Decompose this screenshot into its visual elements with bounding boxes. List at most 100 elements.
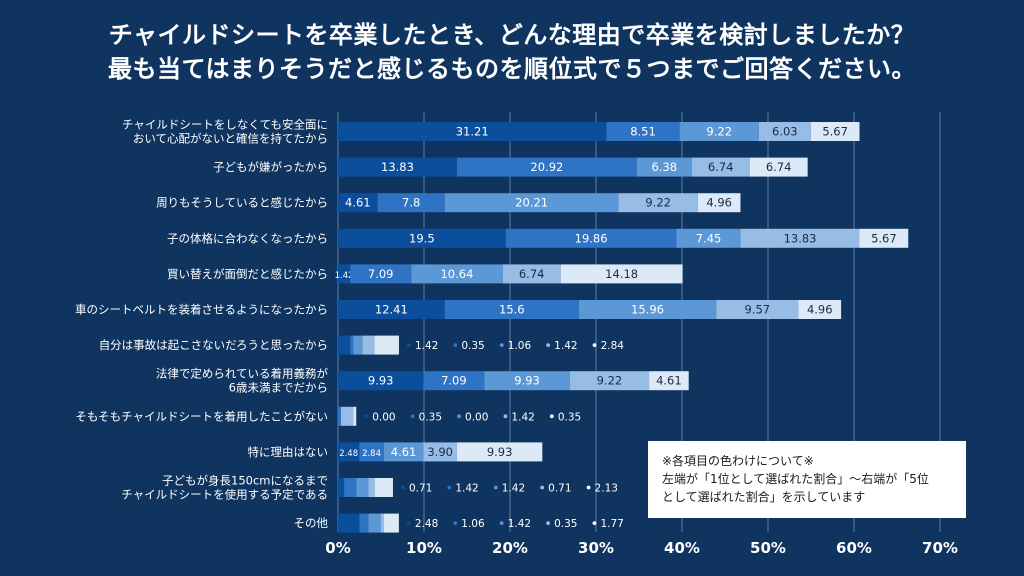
bar-segment — [444, 300, 579, 319]
bar-segment — [484, 371, 570, 391]
x-tick-label: 10% — [406, 539, 442, 557]
data-label-bullet — [503, 414, 508, 419]
data-label-bullet — [549, 414, 554, 419]
data-label: 2.48 — [339, 449, 358, 459]
data-label: 4.61 — [656, 374, 682, 388]
category-label: そもそもチャイルドシートを着用したことがない — [75, 409, 328, 423]
data-label: 1.06 — [508, 340, 532, 352]
category-label: チャイルドシートを使用する予定である — [121, 488, 328, 502]
data-label-bullet — [447, 485, 452, 490]
category-label: 子どもが嫌がったから — [213, 160, 328, 174]
data-label: 9.93 — [487, 445, 513, 459]
data-label-bullet — [410, 414, 415, 419]
data-label: 6.74 — [519, 267, 545, 281]
bar-segment — [338, 157, 457, 177]
x-tick-label: 60% — [836, 539, 872, 557]
bar-segment — [636, 157, 692, 177]
bar-segment — [456, 157, 637, 177]
data-label: 7.45 — [696, 231, 722, 245]
data-label: 6.74 — [708, 160, 734, 174]
bar-segment — [338, 122, 607, 141]
data-label: 7.09 — [368, 267, 394, 281]
bar-segment — [350, 335, 354, 355]
category-label: 買い替えが面倒だと感じたから — [167, 267, 328, 281]
bar-segment — [502, 264, 561, 284]
bar-segment — [716, 300, 799, 319]
data-label-bullet — [546, 521, 550, 525]
data-label: 1.06 — [461, 518, 485, 530]
data-label-bullet — [493, 485, 498, 490]
bar-segment — [338, 442, 360, 462]
bar-segment — [444, 193, 619, 213]
data-label-bullet — [499, 521, 504, 525]
category-label: 車のシートベルトを装着させるようになったから — [75, 303, 328, 317]
data-label-bullet — [406, 521, 411, 525]
data-label: 9.22 — [597, 374, 623, 388]
category-label: 子の体格に合わなくなったから — [167, 231, 328, 245]
data-label: 4.61 — [345, 196, 371, 210]
bar-segment — [338, 264, 351, 284]
bar-segment — [350, 264, 412, 284]
data-label: 1.42 — [508, 518, 531, 530]
bar-segment — [338, 228, 506, 248]
bar-segment — [338, 335, 351, 355]
category-label: チャイルドシートをしなくても安全面に — [122, 118, 328, 132]
data-label-bullet — [540, 485, 545, 490]
x-tick-label: 40% — [664, 539, 700, 557]
bar-segment — [359, 442, 384, 462]
data-label: 1.42 — [511, 411, 534, 423]
bar-segment — [338, 300, 445, 319]
category-label: 6歳未満までだから — [229, 381, 328, 395]
note-line-1: ※各項目の色わけについて※ — [662, 454, 814, 468]
bar-segment — [749, 157, 808, 177]
bar-segment — [341, 406, 354, 426]
data-label: 13.83 — [784, 231, 817, 245]
data-label-bullet — [546, 343, 551, 347]
category-label: 子どもが身長150cmになるまで — [162, 474, 328, 488]
data-label: 0.00 — [465, 411, 488, 423]
data-label: 2.84 — [601, 340, 625, 352]
bar-segment — [353, 406, 357, 426]
data-label: 3.90 — [427, 445, 453, 459]
bar-segment — [810, 122, 860, 141]
data-label: 15.6 — [499, 303, 525, 317]
bar-segment — [411, 264, 503, 284]
bar-segment — [338, 406, 342, 426]
bar-segment — [618, 193, 698, 213]
data-label: 0.71 — [548, 483, 571, 495]
bar-segment — [649, 371, 689, 391]
data-label: 6.03 — [772, 125, 798, 139]
data-label: 5.67 — [822, 125, 848, 139]
bar-segment — [740, 228, 860, 248]
data-label-bullet — [592, 521, 597, 525]
data-label-bullet — [586, 485, 591, 490]
data-label-bullet — [453, 343, 458, 347]
data-label: 14.18 — [605, 267, 638, 281]
x-tick-label: 50% — [750, 539, 786, 557]
bar-segment — [859, 228, 909, 248]
data-label: 9.93 — [368, 374, 394, 388]
data-label: 9.57 — [744, 303, 770, 317]
x-tick-label: 30% — [578, 539, 614, 557]
data-label: 9.22 — [645, 196, 671, 210]
bar-segment — [359, 513, 369, 533]
data-label: 31.21 — [456, 125, 489, 139]
bar-segment — [697, 193, 741, 213]
category-label: おいて心配がないと確信を持てたから — [133, 132, 328, 146]
data-label: 13.83 — [381, 160, 414, 174]
data-label-bullet — [401, 485, 405, 490]
note-line-3: として選ばれた割合」を示しています — [662, 490, 866, 504]
data-label: 2.84 — [362, 449, 381, 459]
color-legend-note: ※各項目の色わけについて※ 左端が「1位として選ばれた割合」〜右端が「5位 とし… — [648, 441, 966, 518]
bar-segment — [505, 228, 677, 248]
chart-title-line-2: 最も当てはまりそうだと感じるものを順位式で５つまでご回答ください。 — [107, 55, 917, 83]
data-label: 12.41 — [375, 303, 408, 317]
data-label: 0.35 — [461, 340, 484, 352]
bar-segment — [353, 335, 363, 355]
data-label-bullet — [499, 343, 504, 347]
bar-segment — [560, 264, 683, 284]
x-tick-label: 0% — [325, 539, 350, 557]
data-label: 10.64 — [440, 267, 473, 281]
data-label: 4.61 — [391, 445, 417, 459]
bar-segment — [368, 478, 375, 497]
